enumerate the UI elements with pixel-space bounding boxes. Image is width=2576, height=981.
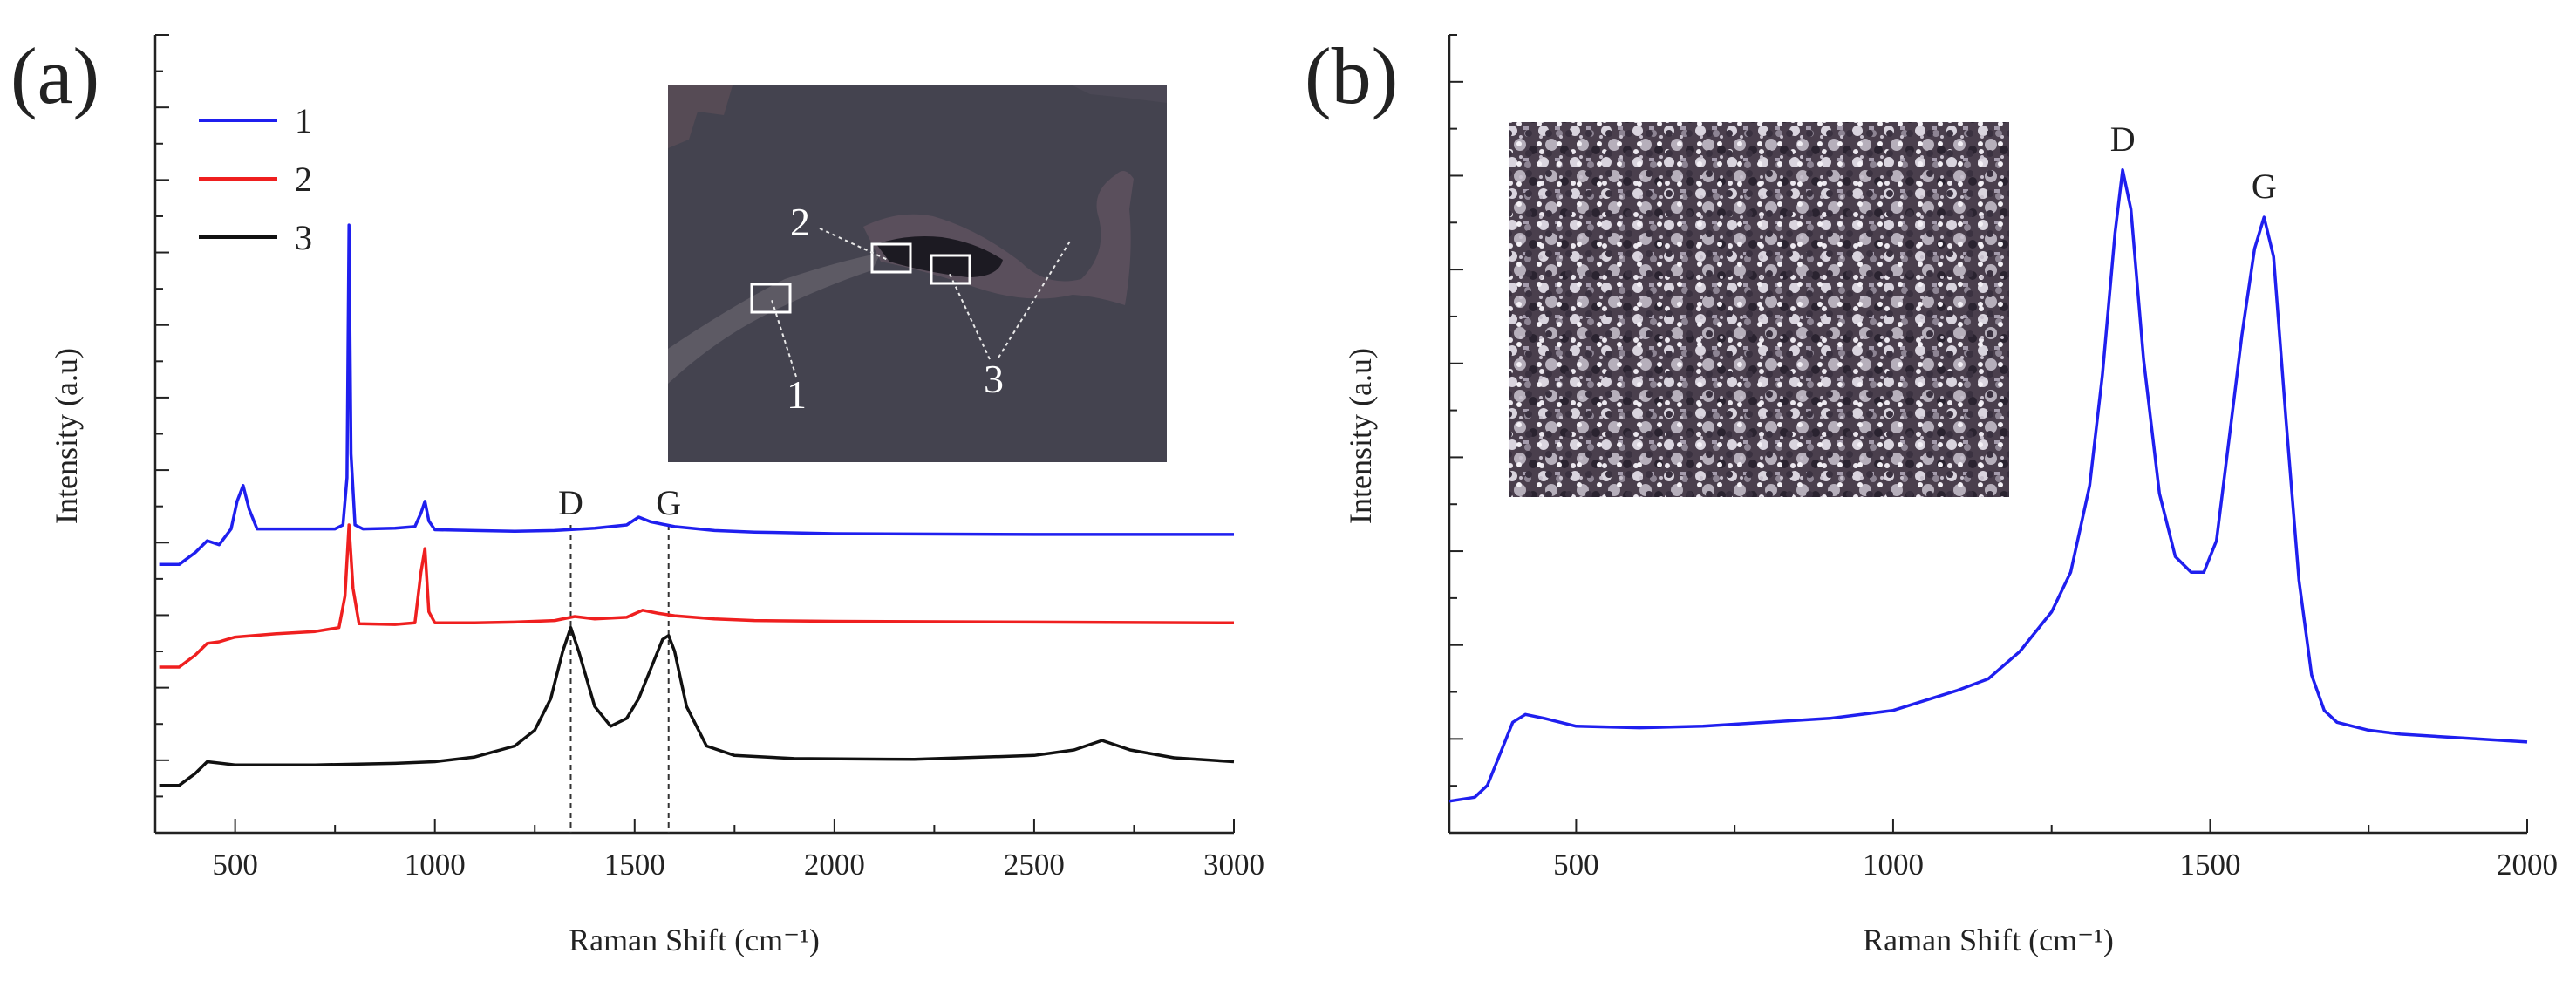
- panel-b-series: [1448, 168, 2528, 803]
- panel-b: (b) 500 1000 1500 2000 Raman Shift (cm⁻¹) I…: [1305, 31, 2558, 957]
- inset-label-2: 2: [790, 200, 810, 244]
- legend-label-1: 1: [295, 101, 312, 140]
- panel-a-y-ticks: [155, 34, 169, 798]
- panel-b-y-ticks: [1449, 34, 1463, 787]
- legend-label-2: 2: [295, 160, 312, 199]
- x-tick-label: 1000: [405, 848, 466, 882]
- panel-b-g-peak-label: G: [2252, 167, 2277, 206]
- panel-b-label: (b): [1305, 31, 1398, 120]
- panel-a-g-peak-label: G: [656, 483, 681, 522]
- x-tick-label: 500: [1553, 848, 1599, 882]
- x-tick-label: 1500: [2179, 848, 2240, 882]
- x-tick-label: 1500: [604, 848, 665, 882]
- inset-label-3: 3: [984, 357, 1004, 401]
- panel-a-x-axis-title: Raman Shift (cm⁻¹): [569, 923, 820, 957]
- panel-b-inset-micrograph: [1509, 122, 2009, 497]
- series-line-3: [159, 625, 1235, 787]
- panel-a: (a) 500 1000 1500 2000 2500 3000 Raman Shift …: [10, 31, 1264, 957]
- panel-a-x-ticks: 500 1000 1500 2000 2500 3000: [212, 819, 1264, 882]
- panel-a-legend: 1 2 3: [199, 101, 312, 257]
- panel-b-y-axis-title: Intensity (a.u): [1343, 348, 1378, 524]
- series-line-2: [159, 523, 1235, 669]
- panel-a-series: [159, 223, 1235, 787]
- panel-a-inset-micrograph: 1 2 3: [668, 85, 1167, 462]
- x-tick-label: 500: [212, 848, 258, 882]
- panel-b-x-axis-title: Raman Shift (cm⁻¹): [1863, 923, 2114, 957]
- inset-box-1: [750, 283, 792, 314]
- panel-a-y-axis-title: Intensity (a.u): [49, 348, 84, 524]
- series-line-spectrum: [1448, 168, 2528, 803]
- inset-box-2: [870, 242, 912, 274]
- legend-label-3: 3: [295, 218, 312, 257]
- inset-label-1: 1: [787, 372, 807, 417]
- panel-b-d-peak-label: D: [2110, 119, 2136, 159]
- x-tick-label: 2000: [2497, 848, 2558, 882]
- panel-b-x-ticks: 500 1000 1500 2000: [1553, 819, 2558, 882]
- panel-a-label: (a): [10, 31, 99, 120]
- series-line-1: [159, 223, 1234, 567]
- x-tick-label: 1000: [1863, 848, 1924, 882]
- inset-box-3: [930, 254, 971, 285]
- x-tick-label: 2500: [1004, 848, 1065, 882]
- panel-a-d-peak-label: D: [558, 483, 583, 522]
- x-tick-label: 3000: [1203, 848, 1264, 882]
- x-tick-label: 2000: [804, 848, 865, 882]
